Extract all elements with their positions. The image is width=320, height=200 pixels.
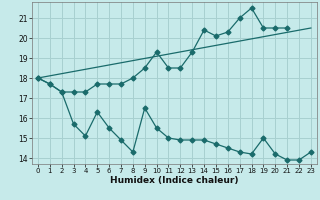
X-axis label: Humidex (Indice chaleur): Humidex (Indice chaleur) (110, 176, 239, 185)
